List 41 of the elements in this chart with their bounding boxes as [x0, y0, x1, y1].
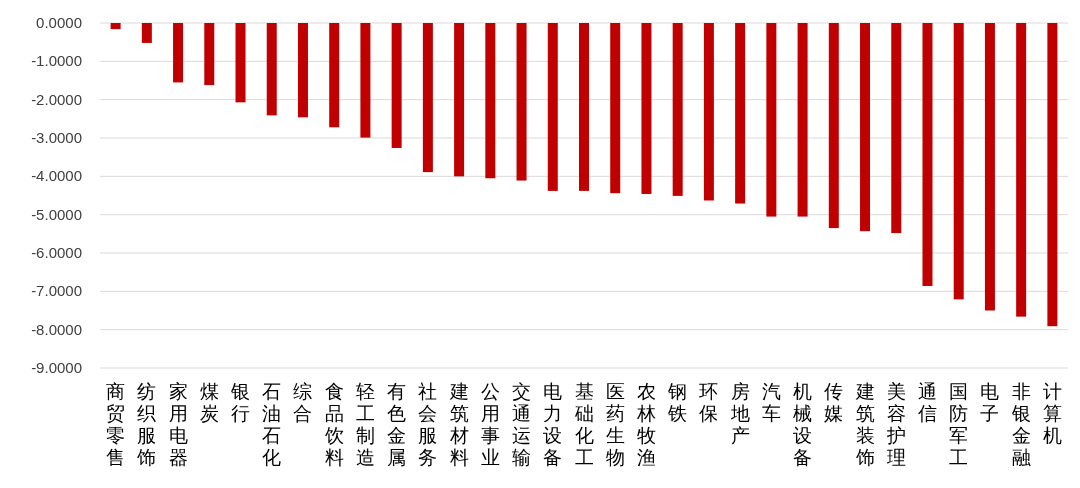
- y-tick-label: -4.0000: [31, 167, 82, 185]
- x-tick-label: 电力设备: [543, 380, 563, 468]
- x-tick-label: 纺织服饰: [136, 380, 157, 468]
- x-tick-label: 家用电器: [168, 380, 188, 468]
- x-tick-label: 钢铁: [667, 380, 688, 424]
- x-tick-label: 环保: [699, 380, 719, 424]
- x-tick-label: 建筑材料: [448, 380, 469, 468]
- x-tick-label: 社会服务: [418, 380, 438, 468]
- x-tick-label: 轻工制造: [355, 380, 375, 468]
- y-tick-label: -3.0000: [31, 129, 82, 146]
- x-tick-label: 食品饮料: [323, 380, 344, 468]
- x-tick-label: 电子: [980, 380, 1000, 424]
- x-tick-label: 公用事业: [480, 380, 500, 468]
- x-tick-label: 煤炭: [199, 380, 219, 424]
- x-tick-label: 汽车: [761, 380, 781, 424]
- x-tick-label: 商贸零售: [106, 380, 126, 468]
- x-tick-label: 通信: [917, 380, 937, 424]
- x-tick-label: 国防军工: [949, 380, 969, 468]
- x-tick-label: 有色金属: [387, 380, 407, 468]
- x-tick-label: 房地产: [729, 380, 750, 446]
- x-tick-label: 石油石化: [262, 380, 282, 468]
- x-tick-label: 非银金融: [1010, 380, 1031, 468]
- x-tick-label: 美容护理: [885, 380, 906, 468]
- y-tick-label: -9.0000: [31, 359, 82, 376]
- y-tick-label: -2.0000: [31, 90, 82, 108]
- y-tick-label: -8.0000: [31, 320, 82, 338]
- x-tick-label: 交通运输: [512, 380, 532, 468]
- x-tick-label: 建筑装饰: [854, 380, 875, 468]
- y-tick-label: -1.0000: [31, 52, 82, 70]
- x-tick-label: 农林牧渔: [635, 380, 656, 468]
- x-tick-label: 传媒: [824, 380, 844, 424]
- x-tick-label: 基础化工: [573, 380, 594, 468]
- x-tick-label: 银行: [230, 380, 251, 424]
- x-tick-label: 综合: [293, 380, 313, 424]
- x-tick-label: 计算机: [1042, 380, 1062, 446]
- y-tick-label: -6.0000: [31, 244, 82, 261]
- y-tick-label: -5.0000: [31, 205, 82, 223]
- y-tick-label: 0.0000: [36, 14, 82, 31]
- y-tick-label: -7.0000: [31, 282, 82, 300]
- x-tick-label: 机械设备: [793, 380, 813, 468]
- x-tick-label: 医药生物: [605, 380, 625, 468]
